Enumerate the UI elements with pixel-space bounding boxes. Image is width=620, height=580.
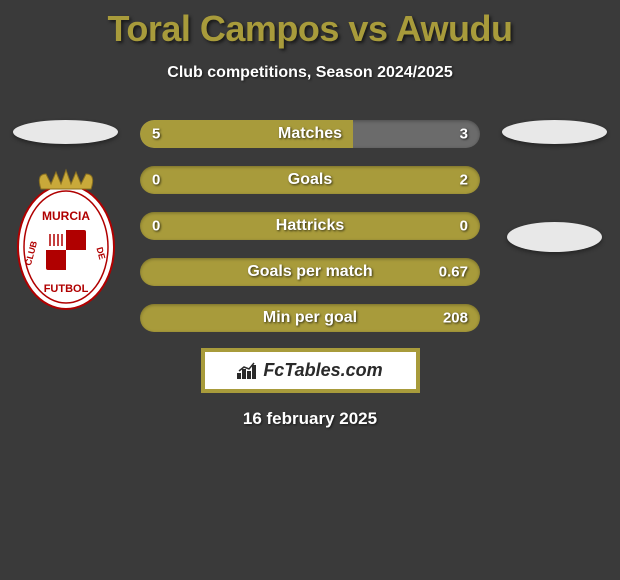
stat-bars: 5 Matches 3 0 Goals 2 0 Hattricks 0 Goals per mat…: [140, 120, 480, 332]
stat-bar: 0 Goals 2: [140, 166, 480, 194]
player-flag-right: [502, 120, 607, 144]
svg-text:MURCIA: MURCIA: [42, 209, 90, 223]
page-subtitle: Club competitions, Season 2024/2025: [0, 64, 620, 82]
left-player-column: MURCIA CLUB DE FUTBOL: [8, 120, 123, 312]
right-player-column: [497, 120, 612, 312]
stat-bar: 0 Hattricks 0: [140, 212, 480, 240]
stat-value-left: 0: [152, 218, 160, 235]
stat-label: Min per goal: [263, 309, 357, 327]
stat-label: Goals per match: [247, 263, 372, 281]
stat-value-right: 0.67: [439, 264, 468, 281]
stat-value-right: 3: [460, 126, 468, 143]
player-flag-left: [13, 120, 118, 144]
brand-text: FcTables.com: [263, 360, 382, 380]
comparison-content: MURCIA CLUB DE FUTBOL 5 Matches 3 0 Goals 2 0 H…: [0, 120, 620, 332]
stat-bar: 5 Matches 3: [140, 120, 480, 148]
snapshot-date: 16 february 2025: [0, 409, 620, 429]
chart-icon: [237, 361, 259, 379]
stat-value-left: 0: [152, 172, 160, 189]
stat-value-right: 208: [443, 310, 468, 327]
stat-value-right: 2: [460, 172, 468, 189]
club-crest-right: [502, 162, 607, 312]
stat-bar: Goals per match 0.67: [140, 258, 480, 286]
brand-watermark: FcTables.com: [203, 350, 418, 391]
crest-placeholder-icon: [507, 222, 602, 252]
stat-value-left: 5: [152, 126, 160, 143]
stat-value-right: 0: [460, 218, 468, 235]
stat-bar: Min per goal 208: [140, 304, 480, 332]
club-crest-left: MURCIA CLUB DE FUTBOL: [13, 162, 118, 312]
stat-label: Hattricks: [276, 217, 344, 235]
svg-text:FUTBOL: FUTBOL: [43, 283, 88, 295]
stat-label: Goals: [288, 171, 332, 189]
stat-label: Matches: [278, 125, 342, 143]
page-title: Toral Campos vs Awudu: [0, 0, 620, 50]
murcia-crest-icon: MURCIA CLUB DE FUTBOL: [16, 162, 116, 312]
